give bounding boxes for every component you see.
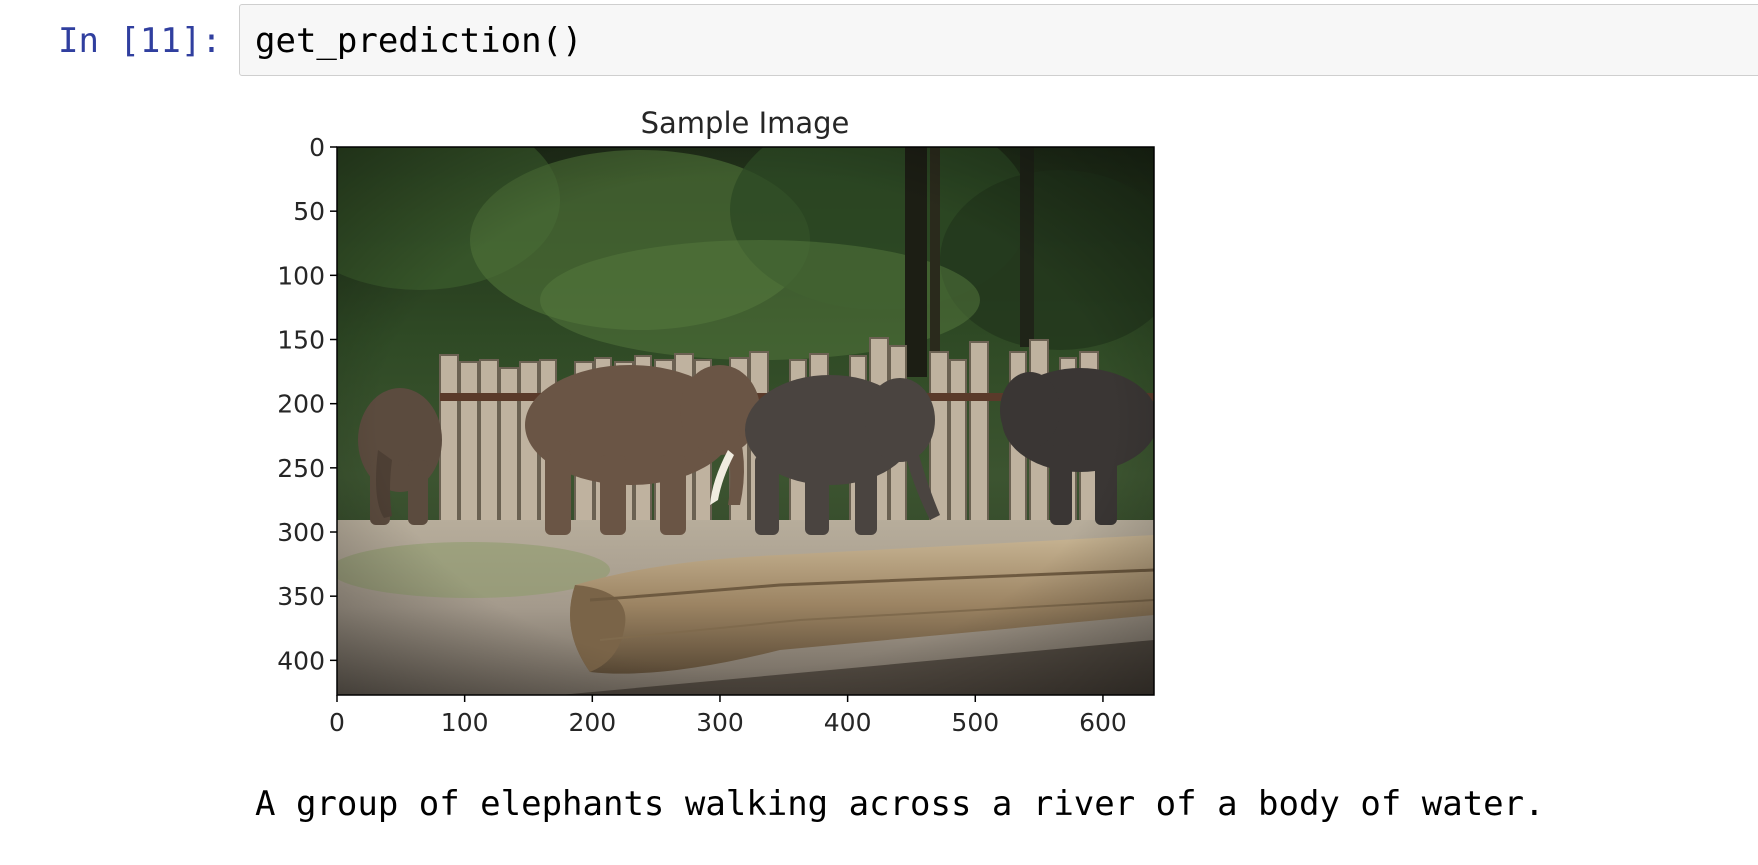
y-tick-label: 0 — [309, 133, 325, 162]
x-tick-label: 500 — [951, 708, 999, 737]
y-axis: 0 50 100 150 200 250 300 350 400 — [277, 133, 337, 675]
code-input-area[interactable] — [239, 4, 1758, 76]
x-tick-label: 300 — [696, 708, 744, 737]
y-tick-label: 150 — [277, 326, 325, 355]
y-tick-label: 200 — [277, 390, 325, 419]
input-prompt: In [11]: — [58, 21, 222, 61]
y-tick-label: 350 — [277, 582, 325, 611]
x-axis: 0 100 200 300 400 500 600 — [329, 695, 1127, 737]
y-tick-label: 100 — [277, 261, 325, 290]
sample-image-plot: Sample Image — [277, 106, 1155, 737]
plot-frame — [336, 146, 1155, 696]
y-tick-label: 250 — [277, 454, 325, 483]
prediction-caption: A group of elephants walking across a ri… — [255, 784, 1545, 824]
x-tick-label: 400 — [824, 708, 872, 737]
y-tick-label: 400 — [277, 646, 325, 675]
plot-title: Sample Image — [641, 106, 850, 140]
x-tick-label: 600 — [1079, 708, 1127, 737]
sample-image — [337, 147, 1154, 695]
x-tick-label: 100 — [441, 708, 489, 737]
y-tick-label: 50 — [293, 197, 325, 226]
y-tick-label: 300 — [277, 518, 325, 547]
x-tick-label: 0 — [329, 708, 345, 737]
x-tick-label: 200 — [568, 708, 616, 737]
code-text[interactable]: get_prediction() — [255, 21, 583, 61]
